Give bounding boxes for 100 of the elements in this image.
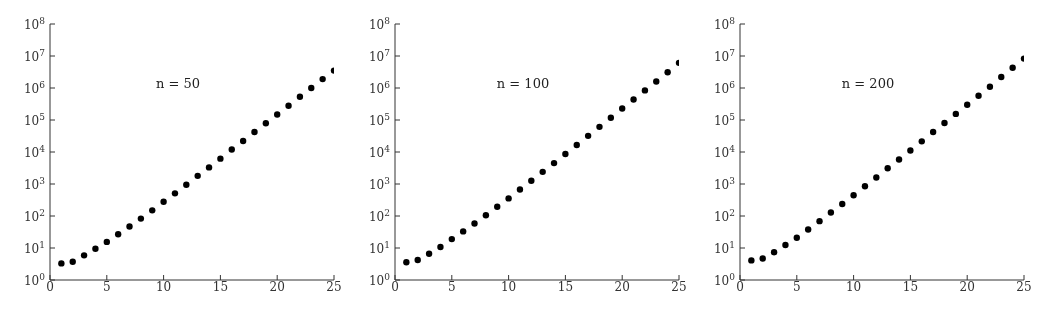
point [217, 155, 224, 162]
point [986, 83, 994, 90]
point [619, 105, 626, 112]
point [319, 75, 326, 83]
point [895, 156, 903, 163]
y-tick-label: 10$^{0}$ [23, 272, 46, 288]
x-tick-label: 20 [614, 280, 630, 294]
x-tick-label: 25 [671, 280, 687, 294]
y-tick-label: 10$^{4}$ [23, 144, 46, 160]
point [941, 119, 948, 127]
point [759, 255, 766, 262]
y-tick-label: 10$^{8}$ [368, 16, 391, 32]
point [748, 257, 755, 264]
y-tick-label: 10$^{5}$ [368, 112, 391, 128]
y-tick-label: 10$^{5}$ [23, 112, 46, 128]
x-tick-label: 10 [155, 280, 172, 294]
x-tick-label: 15 [902, 280, 919, 294]
y-tick-label: 10$^{7}$ [713, 48, 736, 64]
y-tick-label: 10$^{5}$ [713, 112, 736, 128]
point [126, 223, 133, 230]
point [907, 147, 914, 154]
point [69, 258, 76, 266]
point [964, 101, 971, 108]
point [528, 177, 535, 184]
point [630, 96, 637, 103]
y-tick-label: 10$^{3}$ [713, 176, 736, 192]
annotation: n = 100 [496, 76, 550, 91]
point [137, 215, 145, 222]
point [437, 243, 444, 251]
point [262, 120, 270, 127]
point [494, 203, 501, 210]
y-tick-label: 10$^{8}$ [713, 16, 736, 32]
x-tick-label: 5 [792, 280, 801, 294]
point [251, 128, 258, 136]
point [171, 190, 179, 197]
x-tick-label: 15 [212, 280, 229, 294]
point [793, 234, 800, 241]
x-tick-label: 0 [391, 280, 399, 294]
point [873, 174, 880, 181]
y-tick-label: 10$^{1}$ [713, 240, 735, 256]
point [274, 111, 281, 118]
x-tick-label: 5 [102, 280, 111, 294]
point [562, 150, 569, 158]
point [516, 186, 524, 193]
point [482, 212, 490, 219]
point [160, 198, 167, 205]
annotation: n = 50 [155, 76, 201, 91]
y-tick-label: 10$^{2}$ [713, 208, 735, 224]
point [918, 138, 925, 145]
point [782, 241, 789, 249]
point [296, 93, 304, 101]
point [205, 164, 213, 171]
x-tick-label: 15 [557, 280, 574, 294]
x-tick-label: 10 [500, 280, 517, 294]
point [194, 172, 201, 180]
y-tick-label: 10$^{0}$ [713, 272, 736, 288]
annotation: n = 200 [841, 76, 895, 91]
point [539, 168, 546, 176]
y-tick-label: 10$^{1}$ [23, 240, 45, 256]
y-tick-label: 10$^{7}$ [368, 48, 391, 64]
point [80, 252, 88, 259]
y-tick-label: 10$^{6}$ [368, 80, 391, 96]
point [239, 137, 247, 145]
point [804, 226, 812, 233]
y-tick-label: 10$^{2}$ [368, 208, 390, 224]
point [998, 73, 1005, 81]
point [114, 231, 122, 238]
point [770, 248, 778, 256]
point [816, 217, 823, 225]
point [850, 191, 857, 199]
y-tick-label: 10$^{6}$ [713, 80, 736, 96]
y-tick-label: 10$^{3}$ [23, 176, 46, 192]
point [103, 238, 110, 246]
y-tick-label: 10$^{8}$ [23, 16, 46, 32]
point [550, 159, 558, 167]
point [952, 110, 960, 118]
x-tick-label: 0 [736, 280, 744, 294]
point [1009, 64, 1016, 71]
y-tick-label: 10$^{4}$ [368, 144, 391, 160]
point [92, 245, 99, 252]
point [448, 235, 455, 243]
point [929, 128, 937, 136]
point [58, 260, 65, 267]
y-tick-label: 10$^{1}$ [368, 240, 390, 256]
y-tick-label: 10$^{7}$ [23, 48, 46, 64]
point [505, 195, 512, 202]
point [403, 259, 410, 266]
point [641, 87, 649, 94]
y-tick-label: 10$^{3}$ [368, 176, 391, 192]
x-tick-label: 25 [326, 280, 342, 294]
point [285, 102, 292, 109]
point [471, 220, 478, 227]
point [414, 256, 421, 264]
y-tick-label: 10$^{2}$ [23, 208, 45, 224]
x-tick-label: 5 [447, 280, 456, 294]
point [308, 84, 315, 92]
point [607, 114, 615, 121]
x-tick-label: 10 [845, 280, 862, 294]
point [573, 141, 580, 149]
point [149, 207, 156, 214]
